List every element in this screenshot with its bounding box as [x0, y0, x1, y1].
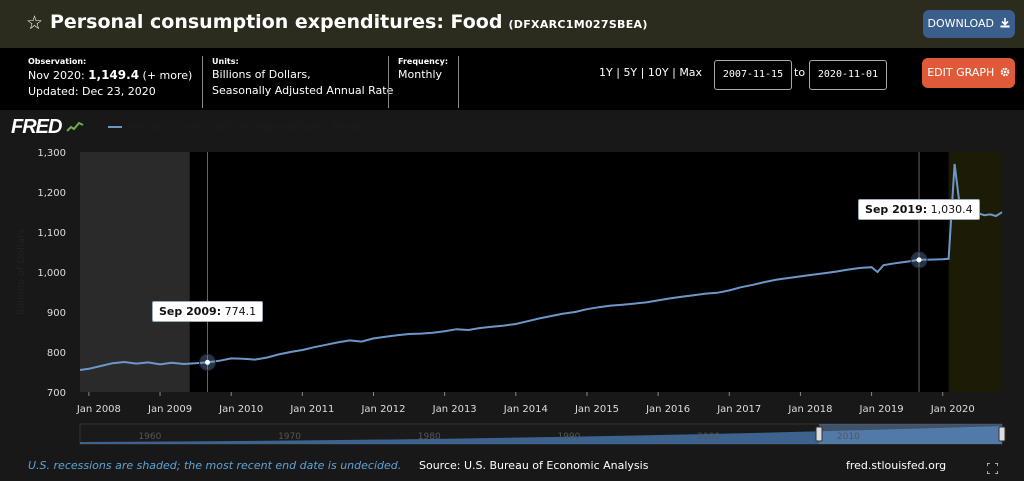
data-tooltip: Sep 2019: 1,030.4 — [858, 198, 980, 220]
download-label: DOWNLOAD — [927, 17, 994, 30]
overview-selection[interactable] — [818, 424, 1002, 444]
y-tick-label: 700 — [47, 388, 66, 399]
overview-area — [80, 426, 1002, 444]
chart[interactable]: 700 800 900 1,000 1,100 1,200 1,300 Billions of… — [0, 110, 1024, 481]
x-tick-label: Jan 2012 — [360, 404, 405, 415]
frequency-value: Monthly — [398, 68, 443, 81]
source-text: Source: U.S. Bureau of Economic Analysis — [419, 459, 649, 472]
units-line2: Seasonally Adjusted Annual Rate — [212, 84, 394, 97]
divider — [458, 56, 459, 108]
updated-text: Updated: Dec 23, 2020 — [28, 85, 156, 98]
highlight-point[interactable] — [205, 359, 211, 365]
series-code: (DFXARC1M027SBEA) — [508, 18, 648, 31]
x-tick-label: Jan 2020 — [930, 404, 975, 415]
x-tick-label: Jan 2010 — [218, 404, 263, 415]
range-1y[interactable]: 1Y — [599, 66, 613, 79]
overview-handle-right[interactable] — [998, 426, 1006, 442]
fred-url[interactable]: fred.stlouisfed.org — [846, 459, 947, 472]
observation-label: Observation: — [28, 57, 87, 66]
units-line1: Billions of Dollars, — [212, 68, 311, 81]
highlight-point[interactable] — [916, 257, 922, 263]
x-tick-label: Jan 2017 — [716, 404, 761, 415]
download-button[interactable]: DOWNLOAD — [923, 10, 1015, 38]
fred-logo-text: FRED — [11, 116, 62, 138]
title-bar: ☆ Personal consumption expenditures: Foo… — [0, 0, 1024, 48]
expand-icon[interactable] — [987, 463, 998, 474]
y-tick-label: 1,300 — [37, 148, 66, 159]
divider — [202, 56, 203, 108]
fred-chart-icon — [66, 121, 84, 132]
x-tick-label: Jan 2013 — [432, 404, 477, 415]
plot-background — [80, 152, 1002, 392]
observation-line: Nov 2020: 1,149.4 (+ more) — [28, 67, 192, 84]
overview-tick-label: 2010 — [837, 432, 860, 442]
divider — [388, 56, 389, 108]
y-tick-label: 1,100 — [37, 228, 66, 239]
x-tick-label: Jan 2018 — [787, 404, 832, 415]
legend-label: Personal consumption expenditures: Food — [128, 120, 359, 133]
range-separator: | — [672, 66, 676, 79]
x-tick-label: Jan 2011 — [289, 404, 334, 415]
y-tick-label: 900 — [47, 308, 66, 319]
download-icon — [1000, 18, 1010, 28]
series-title: Personal consumption expenditures: Food — [50, 11, 503, 33]
observation-value: 1,149.4 — [88, 68, 140, 82]
range-separator: | — [640, 66, 645, 79]
range-10y[interactable]: 10Y — [647, 66, 669, 79]
range-selector: 1Y | 5Y | 10Y | Max — [599, 66, 702, 79]
start-date-input[interactable] — [714, 60, 792, 90]
edit-graph-button[interactable]: EDIT GRAPH — [922, 58, 1015, 88]
y-tick-label: 800 — [47, 348, 66, 359]
frequency-block: Frequency: Monthly — [398, 56, 448, 83]
observation-period: Nov 2020: — [28, 69, 85, 82]
end-date-input[interactable] — [809, 60, 887, 90]
overview-tick-label: 1970 — [278, 432, 301, 442]
x-tick-label: Jan 2008 — [76, 404, 121, 415]
overview-tick-label: 2000 — [697, 432, 720, 442]
legend-swatch — [108, 126, 122, 128]
chart-area: 700 800 900 1,000 1,100 1,200 1,300 Billions of… — [0, 110, 1024, 481]
range-separator: | — [616, 66, 620, 79]
y-tick-label: 1,000 — [37, 268, 66, 279]
fred-logo: FRED — [11, 116, 84, 139]
overview-tick-label: 1960 — [138, 432, 161, 442]
y-tick-label: 1,200 — [37, 188, 66, 199]
x-tick-label: Jan 2016 — [645, 404, 690, 415]
y-axis-label: Billions of Dollars — [16, 229, 27, 315]
x-tick-label: Jan 2015 — [574, 404, 619, 415]
tooltip-value: 1,030.4 — [927, 202, 973, 216]
edit-graph-label: EDIT GRAPH — [927, 66, 995, 79]
range-5y[interactable]: 5Y — [623, 66, 638, 79]
tooltip-value: 774.1 — [221, 305, 257, 319]
recession-note: U.S. recessions are shaded; the most rec… — [28, 459, 402, 472]
observation-more-link[interactable]: (+ more) — [142, 69, 193, 82]
star-icon[interactable]: ☆ — [26, 12, 44, 34]
x-tick-label: Jan 2009 — [147, 404, 192, 415]
x-tick-label: Jan 2019 — [859, 404, 904, 415]
units-block: Units: Billions of Dollars, Seasonally A… — [212, 56, 393, 99]
frequency-label: Frequency: — [398, 57, 449, 66]
data-tooltip: Sep 2009: 774.1 — [152, 301, 264, 323]
legend[interactable]: Personal consumption expenditures: Food — [108, 120, 358, 133]
to-label: to — [794, 66, 806, 79]
tooltip-date: Sep 2019: — [865, 202, 928, 216]
range-max[interactable]: Max — [679, 66, 703, 79]
overview-tick-label: 1980 — [418, 432, 441, 442]
recession-shade — [80, 152, 190, 392]
x-tick-label: Jan 2014 — [503, 404, 548, 415]
overview-handle-left[interactable] — [815, 426, 823, 442]
overview-tick-label: 1990 — [557, 432, 580, 442]
tooltip-date: Sep 2009: — [159, 305, 222, 319]
units-label: Units: — [212, 57, 239, 66]
page-title: Personal consumption expenditures: Food (… — [50, 11, 648, 33]
observation-block: Observation: Nov 2020: 1,149.4 (+ more) … — [28, 56, 192, 100]
series-line[interactable] — [79, 163, 1003, 371]
gear-icon — [1000, 67, 1010, 77]
